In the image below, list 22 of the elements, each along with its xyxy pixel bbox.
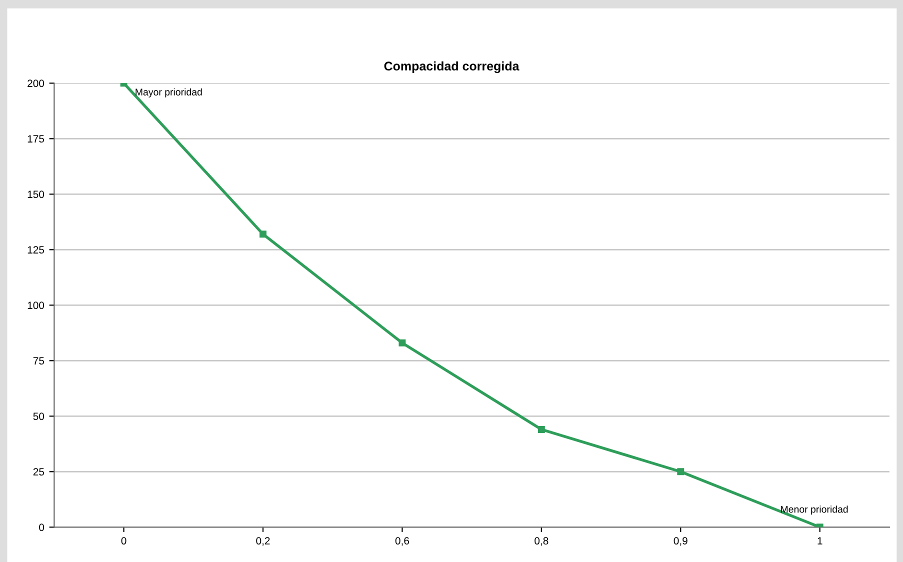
- y-tick-label: 175: [28, 135, 44, 143]
- x-tick-label: 0: [121, 537, 126, 545]
- chart-title: Compacidad corregida: [384, 61, 520, 74]
- y-tick-label: 200: [28, 80, 44, 88]
- y-tick-label: 50: [33, 412, 44, 420]
- y-tick-label: 0: [39, 524, 44, 532]
- annotation: Mayor prioridad: [136, 88, 202, 98]
- y-tick-label: 150: [28, 190, 44, 198]
- x-tick-label: 0,6: [395, 537, 409, 546]
- point: [538, 426, 545, 433]
- x-tick-label: 0,9: [674, 537, 688, 546]
- y-tick-label: 25: [33, 468, 44, 476]
- y-tick-label: 125: [28, 246, 44, 254]
- point: [260, 230, 266, 238]
- y-tick-label: 100: [28, 302, 44, 310]
- point: [677, 468, 684, 476]
- x-tick-label: 1: [818, 537, 822, 544]
- y-tick-label: 75: [33, 357, 44, 365]
- x-tick-label: 0,8: [534, 537, 548, 546]
- x-tick-label: 0,2: [256, 537, 270, 546]
- point: [398, 339, 406, 346]
- annotation: Menor prioridad: [781, 506, 848, 515]
